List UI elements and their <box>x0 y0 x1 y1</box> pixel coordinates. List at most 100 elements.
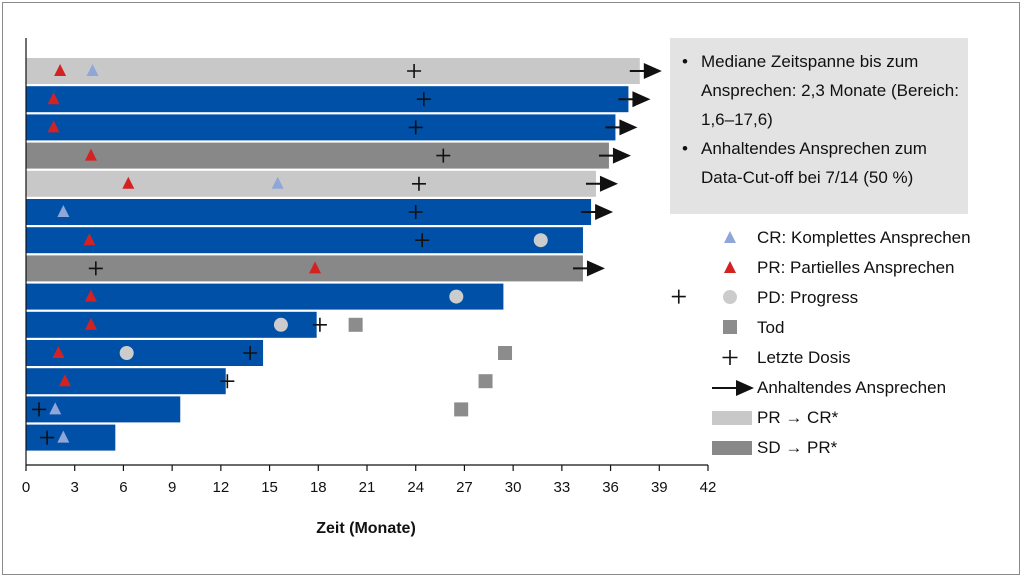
legend-label-cr: CR: Komplettes Ansprechen <box>757 228 971 247</box>
pd-marker <box>533 233 548 248</box>
x-tick-label: 24 <box>407 479 424 496</box>
ongoing-arrow-icon <box>712 380 754 396</box>
last-dose-marker <box>243 346 258 360</box>
x-tick-label: 21 <box>359 479 376 496</box>
last-dose-marker <box>408 205 423 219</box>
legend-item-death: Tod <box>710 314 1010 342</box>
bullet-icon: • <box>682 52 688 71</box>
last-dose-marker <box>408 120 423 135</box>
patient-bar <box>26 142 609 169</box>
patient-bar <box>26 58 640 84</box>
patient-bar <box>26 227 583 254</box>
last-dose-marker <box>31 402 46 417</box>
legend-label-pr-to-cr: PR → CR* <box>757 408 839 427</box>
last-dose-marker <box>88 261 103 276</box>
cr-triangle-icon <box>724 231 736 243</box>
ongoing-arrow-icon <box>612 147 631 164</box>
legend-label-sd-to-pr: SD → PR* <box>757 438 838 457</box>
legend-label-last-dose: Letzte Dosis <box>757 348 851 367</box>
legend-item-pr: PR: Partielles Ansprechen <box>710 254 1010 282</box>
last-dose-marker <box>407 64 422 78</box>
pr-marker <box>122 176 135 189</box>
last-dose-marker <box>411 176 426 191</box>
legend-item-sd-to-pr: SD → PR* <box>710 434 1010 462</box>
legend-item-pr-to-cr: PR → CR* <box>710 404 1010 432</box>
cr-marker <box>271 176 284 189</box>
legend-item-cr: CR: Komplettes Ansprechen <box>710 224 1010 252</box>
pr-marker <box>84 317 97 330</box>
last-dose-marker <box>671 289 686 304</box>
pr-marker <box>84 289 97 302</box>
legend-label-death: Tod <box>757 318 785 337</box>
sd-to-pr-swatch <box>712 441 752 455</box>
ongoing-arrow-icon <box>599 175 618 192</box>
pd-marker <box>273 317 288 332</box>
last-dose-marker <box>416 92 431 107</box>
pr-marker <box>47 92 60 105</box>
last-dose-marker <box>436 148 451 163</box>
patient-bar <box>26 283 504 310</box>
x-tick-label: 15 <box>261 479 278 496</box>
pd-circle-icon <box>723 290 737 304</box>
ongoing-arrow-icon <box>619 119 638 136</box>
death-marker <box>348 317 363 332</box>
last-dose-plus-icon <box>722 350 738 365</box>
death-marker <box>498 346 513 360</box>
ongoing-arrow-icon <box>586 260 605 277</box>
bullet-icon: • <box>682 139 688 158</box>
legend-item-pd: PD: Progress <box>710 284 1010 312</box>
patient-bar <box>26 255 583 282</box>
cr-marker <box>86 64 99 76</box>
summary-text-2: Anhaltendes Ansprechen zum Data-Cut-off … <box>701 139 927 187</box>
pr-marker <box>47 120 60 133</box>
pd-marker <box>119 346 134 360</box>
death-square-icon <box>723 320 737 334</box>
x-axis-label: Zeit (Monate) <box>316 520 416 537</box>
pr-to-cr-swatch <box>712 411 752 425</box>
patient-bar <box>26 424 116 451</box>
summary-text-1: Mediane Zeitspanne bis zum Ansprechen: 2… <box>701 52 959 129</box>
patient-bar <box>26 114 616 141</box>
legend-label-pd: PD: Progress <box>757 288 859 307</box>
last-dose-marker <box>312 317 327 332</box>
x-tick-label: 36 <box>602 479 619 496</box>
pr-marker <box>83 233 96 246</box>
legend-item-ongoing: Anhaltendes Ansprechen <box>710 374 1010 402</box>
patient-bar <box>26 199 592 225</box>
patient-bar <box>26 340 264 366</box>
pr-marker <box>309 261 322 274</box>
x-tick-label: 3 <box>71 479 79 496</box>
x-tick-label: 9 <box>168 479 176 496</box>
legend-label-ongoing: Anhaltendes Ansprechen <box>757 378 947 397</box>
patient-bar <box>26 86 629 113</box>
ongoing-arrow-icon <box>595 204 614 220</box>
x-tick-label: 33 <box>554 479 571 496</box>
cr-marker <box>49 402 62 415</box>
summary-bullet-2: • Anhaltendes Ansprechen zum Data-Cut-of… <box>678 134 960 192</box>
ongoing-arrow-icon <box>643 63 662 79</box>
x-tick-label: 18 <box>310 479 327 496</box>
legend-label-pr: PR: Partielles Ansprechen <box>757 258 955 277</box>
summary-box: • Mediane Zeitspanne bis zum Ansprechen:… <box>670 38 968 214</box>
pr-marker <box>58 374 71 387</box>
death-marker <box>478 374 493 389</box>
death-marker <box>454 402 469 417</box>
pr-marker <box>52 346 65 358</box>
pr-marker <box>84 148 97 161</box>
patient-bar <box>26 311 317 338</box>
legend-item-last-dose: Letzte Dosis <box>710 344 1010 372</box>
x-tick-label: 27 <box>456 479 473 496</box>
x-tick-label: 0 <box>22 479 30 496</box>
pd-marker <box>449 289 464 304</box>
pr-marker <box>54 64 67 76</box>
x-tick-label: 42 <box>700 479 717 496</box>
summary-bullet-1: • Mediane Zeitspanne bis zum Ansprechen:… <box>678 47 960 134</box>
patient-bar <box>26 368 226 395</box>
cr-marker <box>57 205 70 217</box>
ongoing-arrow-icon <box>632 91 651 108</box>
x-tick-label: 39 <box>651 479 668 496</box>
x-tick-label: 30 <box>505 479 522 496</box>
patient-bar <box>26 396 181 423</box>
